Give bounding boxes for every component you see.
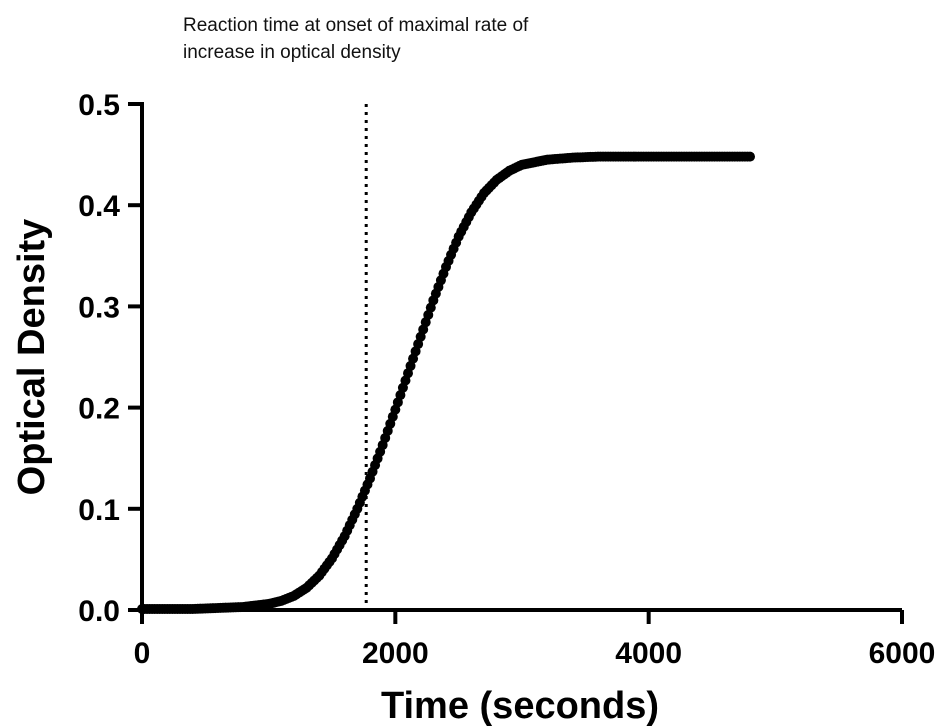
x-tick-label: 4000: [615, 637, 682, 670]
y-tick-label: 0.5: [78, 89, 120, 122]
y-tick-label: 0.3: [78, 291, 120, 324]
x-axis-ticks: 0 2000 4000 6000: [134, 610, 936, 670]
y-tick-label: 0.2: [78, 393, 120, 426]
x-tick-label: 0: [134, 637, 151, 670]
data-point: [745, 151, 755, 162]
y-tick-label: 0.1: [78, 494, 120, 527]
y-axis-title: Optical Density: [11, 219, 53, 496]
y-axis-ticks: 0.0 0.1 0.2 0.3 0.4 0.5: [78, 89, 142, 628]
series-0: [137, 151, 755, 614]
x-tick-label: 2000: [362, 637, 429, 670]
annotation-line-2: increase in optical density: [183, 42, 401, 63]
annotation-line-1: Reaction time at onset of maximal rate o…: [183, 15, 529, 36]
y-tick-label: 0.0: [78, 595, 120, 628]
plot-area: [137, 104, 755, 614]
x-tick-label: 6000: [869, 637, 936, 670]
y-tick-label: 0.4: [78, 190, 120, 223]
x-axis-title: Time (seconds): [381, 685, 659, 726]
